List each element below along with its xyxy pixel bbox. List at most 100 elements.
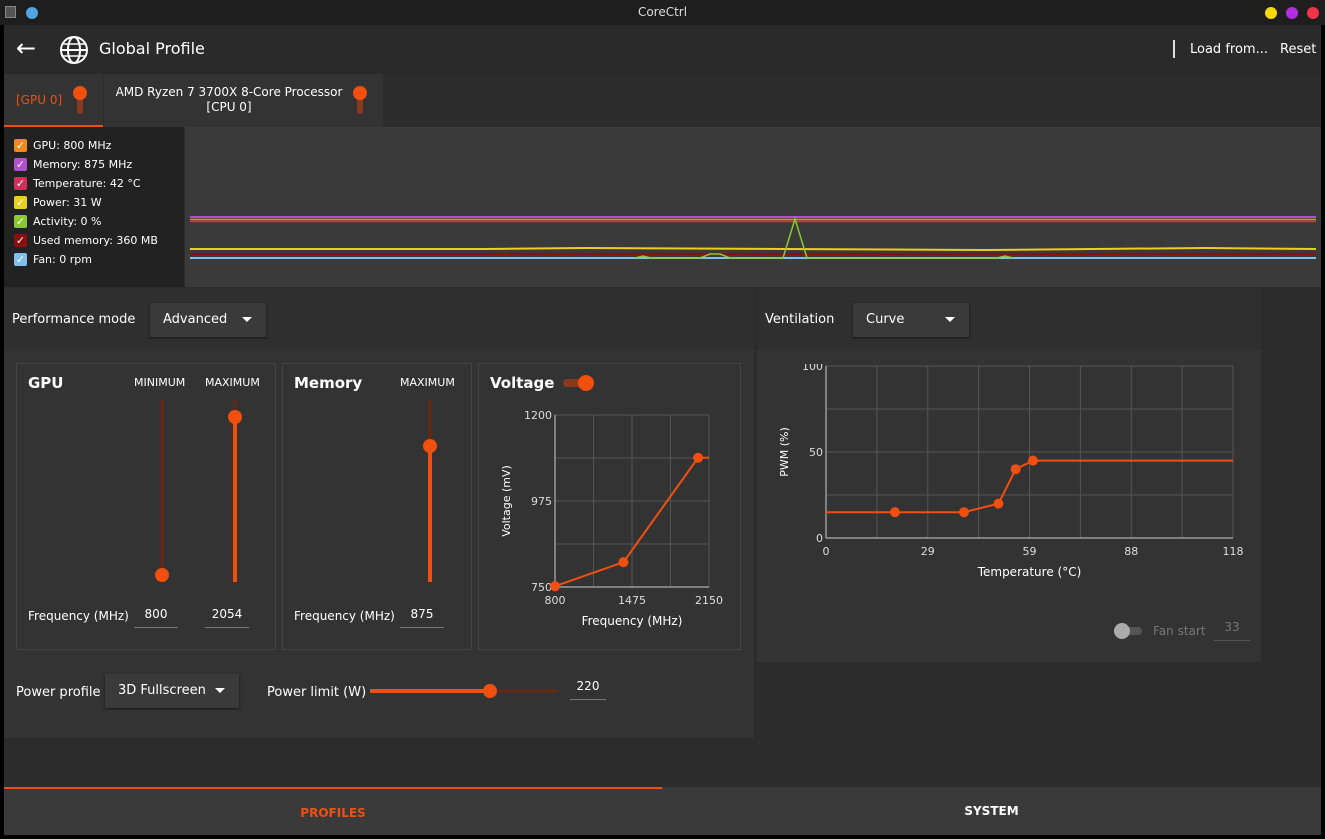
ventilation-mode-dropdown[interactable]: Curve [853,303,969,337]
sensor-item[interactable]: ✓ Power: 31 W [14,194,102,210]
sensor-checkbox[interactable]: ✓ [14,214,27,228]
curve-point[interactable] [889,507,900,518]
gpu-max-frequency-slider[interactable] [227,400,243,590]
sensor-list: ✓ GPU: 800 MHz ✓ Memory: 875 MHz ✓ Temperatur… [4,127,184,287]
gpu-min-label: MINIMUM [134,376,186,389]
gpu-max-slider-handle[interactable] [228,410,242,425]
window-control-dot-icon[interactable] [26,7,38,19]
x-tick-label: 0 [823,545,830,558]
chevron-down-icon [945,317,955,322]
x-axis-label: Frequency (MHz) [582,614,683,628]
sensor-checkbox[interactable]: ✓ [14,252,27,266]
gpu-enable-toggle[interactable] [73,86,87,114]
back-arrow-icon[interactable]: ← [16,34,37,62]
window-title: CoreCtrl [637,5,688,19]
sensor-checkbox[interactable]: ✓ [14,138,27,152]
cpu-enable-toggle[interactable] [353,86,367,114]
sensor-item[interactable]: ✓ Activity: 0 % [14,213,102,229]
power-profile-dropdown[interactable]: 3D Fullscreen [105,674,239,708]
gpu-max-frequency-input[interactable]: 2054 [205,604,249,628]
gpu-card: GPU MINIMUM MAXIMUM Frequency (MHz) 800 … [16,363,276,650]
tab-profiles[interactable]: PROFILES [4,787,662,835]
y-axis-label: Voltage (mV) [500,465,513,537]
y-tick-label: 750 [531,581,552,594]
load-from-button[interactable]: Load from... [1190,42,1268,57]
globe-icon [59,35,89,68]
memory-max-label: MAXIMUM [400,376,455,389]
sensor-checkbox[interactable]: ✓ [14,157,27,171]
sensor-checkbox[interactable]: ✓ [14,233,27,247]
profile-header: ← Global Profile Load from... Reset [4,25,1321,74]
gpu-min-frequency-slider[interactable] [154,400,170,590]
voltage-curve-chart[interactable]: 800 1475 2150 750 975 1200 Frequency (MHz) Volt… [479,400,742,640]
reset-button[interactable]: Reset [1280,42,1317,57]
gpu-min-frequency-input[interactable]: 800 [134,604,178,628]
x-tick-label: 88 [1124,545,1138,558]
voltage-enable-toggle[interactable] [563,375,594,391]
curve-point[interactable] [618,557,629,568]
sensor-checkbox[interactable]: ✓ [14,176,27,190]
profile-title: Global Profile [99,39,205,58]
power-limit-input[interactable]: 220 [570,676,606,700]
tab-cpu-0[interactable]: AMD Ryzen 7 3700X 8-Core Processor [CPU … [104,74,383,127]
voltage-card: Voltage 800 1475 2150 750 975 1200 Frequency (… [478,363,741,650]
memory-max-frequency-slider[interactable] [422,400,438,590]
ventilation-panel: Ventilation Curve 0 29 59 88 118 0 50 100 Temper… [757,288,1261,662]
ventilation-label: Ventilation [765,312,835,327]
sensor-label: Temperature: 42 °C [33,176,141,190]
close-button[interactable] [1307,7,1319,19]
sensor-item[interactable]: ✓ Memory: 875 MHz [14,156,132,172]
sensor-item[interactable]: ✓ Temperature: 42 °C [14,175,141,191]
device-tabs: [GPU 0] AMD Ryzen 7 3700X 8-Core Process… [4,74,1321,127]
gpu-min-slider-handle[interactable] [155,568,169,582]
sensor-checkbox[interactable]: ✓ [14,195,27,209]
memory-card: Memory MAXIMUM Frequency (MHz) 875 [282,363,472,650]
curve-point[interactable] [1010,464,1021,475]
curve-point[interactable] [550,581,560,592]
sensor-label: GPU: 800 MHz [33,138,112,152]
performance-mode-value: Advanced [163,312,228,327]
chart-grid [554,414,710,588]
ventilation-body: 0 29 59 88 118 0 50 100 Temperature (°C) PWM (%) … [757,350,1261,662]
performance-mode-label: Performance mode [12,312,136,327]
os-titlebar: CoreCtrl [0,0,1325,25]
curve-point[interactable] [993,498,1004,509]
header-separator [1173,40,1175,58]
sensor-item[interactable]: ✓ GPU: 800 MHz [14,137,111,153]
x-tick-label: 2150 [695,594,723,607]
y-axis-label: PWM (%) [778,427,791,477]
y-tick-label: 100 [802,364,823,373]
sensor-label: Used memory: 360 MB [33,233,158,247]
memory-max-frequency-input[interactable]: 875 [400,604,444,628]
maximize-button[interactable] [1286,7,1298,19]
fan-start-input[interactable]: 33 [1214,617,1250,641]
power-limit-label: Power limit (W) [267,685,367,700]
x-tick-label: 1475 [618,594,646,607]
tab-system[interactable]: SYSTEM [964,804,1019,818]
chevron-down-icon [215,688,225,693]
curve-point[interactable] [1027,455,1038,466]
sensor-item[interactable]: ✓ Fan: 0 rpm [14,251,92,267]
power-limit-slider[interactable] [370,683,558,699]
sensor-label: Fan: 0 rpm [33,252,92,266]
sensor-item[interactable]: ✓ Used memory: 360 MB [14,232,158,248]
x-tick-label: 59 [1023,545,1037,558]
sensor-graph [185,127,1321,287]
performance-mode-dropdown[interactable]: Advanced [150,303,266,337]
tab-cpu-label: AMD Ryzen 7 3700X 8-Core Processor [CPU … [115,85,343,114]
memory-frequency-label: Frequency (MHz) [294,609,395,623]
y-tick-label: 1200 [524,409,552,422]
y-tick-label: 50 [809,446,823,459]
curve-point[interactable] [958,507,969,518]
power-profile-value: 3D Fullscreen [118,683,206,698]
minimize-button[interactable] [1265,7,1277,19]
fan-start-toggle[interactable] [1114,623,1144,639]
tab-gpu-0[interactable]: [GPU 0] [4,74,103,127]
sensor-label: Memory: 875 MHz [33,157,133,171]
voltage-card-title: Voltage [490,374,555,392]
curve-point[interactable] [693,452,704,463]
series-line [554,456,709,588]
power-limit-slider-handle[interactable] [483,684,498,698]
fan-curve-chart[interactable]: 0 29 59 88 118 0 50 100 Temperature (°C) PWM (%) [757,364,1261,604]
memory-max-slider-handle[interactable] [423,438,437,453]
